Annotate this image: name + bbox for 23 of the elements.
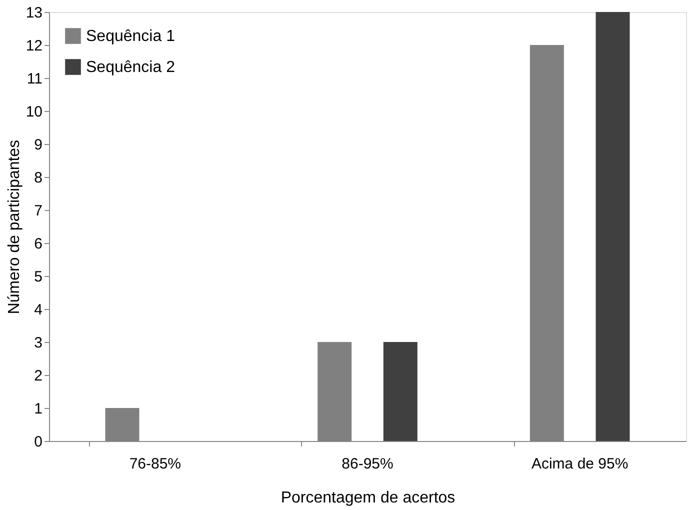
x-axis-title: Porcentagem de acertos — [280, 490, 456, 506]
bar — [596, 12, 630, 441]
y-tick-label: 2 — [34, 368, 42, 384]
y-tick-label: 4 — [34, 302, 42, 318]
y-tick-label: 3 — [34, 334, 42, 352]
legend-label: Sequência 1 — [86, 28, 176, 45]
x-tick-label: Acima de 95% — [531, 456, 628, 472]
y-tick-label: 9 — [34, 136, 42, 154]
y-axis-title: Número de participantes — [6, 140, 23, 314]
bar — [383, 342, 418, 441]
y-tick-label: 10 — [26, 104, 42, 120]
y-tick-label: 7 — [34, 202, 42, 220]
y-tick-label: 6 — [34, 236, 42, 252]
x-tick-label: 76-85% — [129, 456, 182, 472]
y-tick-label: 8 — [34, 170, 42, 186]
y-tick-label: 12 — [26, 38, 42, 54]
y-tick-label: 5 — [34, 268, 42, 286]
y-tick-label: 1 — [34, 400, 42, 418]
y-tick-label: 13 — [26, 4, 42, 22]
y-tick-label: 0 — [34, 434, 42, 450]
y-tick-label: 11 — [26, 70, 42, 88]
x-tick-label: 86-95% — [342, 456, 394, 472]
legend-label: Sequência 2 — [86, 59, 176, 76]
